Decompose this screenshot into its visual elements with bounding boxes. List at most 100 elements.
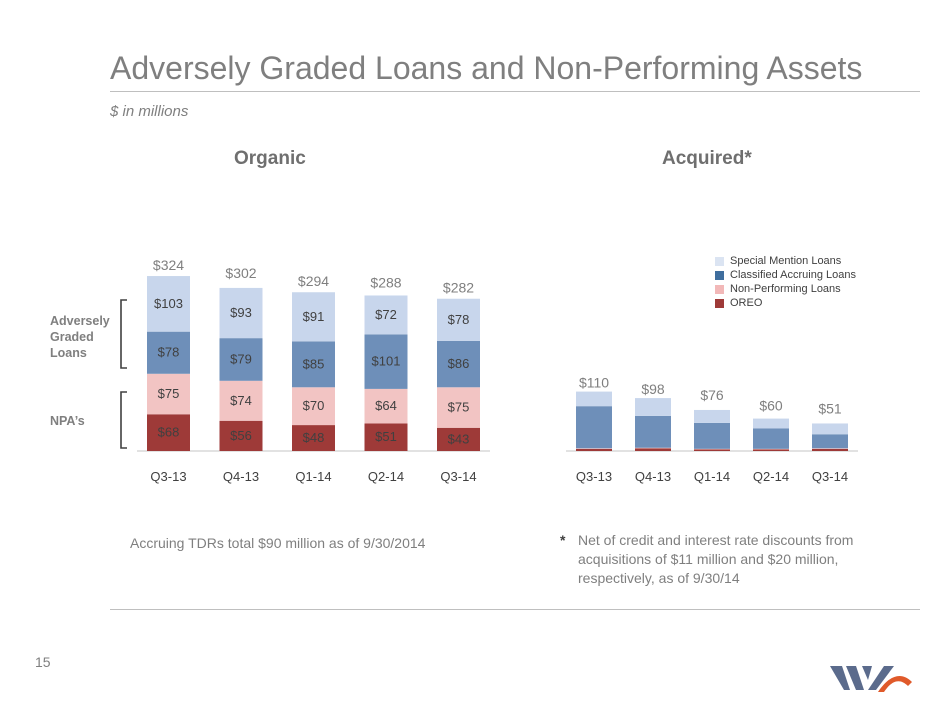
legend-label: Classified Accruing Loans <box>730 269 856 281</box>
legend-swatch <box>715 270 724 280</box>
x-tick-label: Q2-14 <box>368 469 404 484</box>
organic-chart: $68 $75 $78 $103 $324 Q3-13 $56 $74 $79 $93 $302 Q4… <box>137 257 490 484</box>
bar-total-label: $110 <box>579 375 609 391</box>
bar-npl <box>292 387 335 426</box>
adversely-bracket <box>120 299 127 369</box>
bar-value-label: $75 <box>448 400 470 415</box>
bar-total-label: $282 <box>443 280 474 296</box>
bar-value-label: $93 <box>230 305 252 320</box>
footnote-text: Net of credit and interest rate discount… <box>578 532 854 586</box>
bar-value-label: $70 <box>303 398 325 413</box>
bar-classified <box>576 406 612 449</box>
bar-value-label: $72 <box>375 307 397 322</box>
legend-label: OREO <box>730 297 763 309</box>
bar-value-label: $85 <box>303 356 325 371</box>
bar-special <box>635 398 671 416</box>
bar-total-label: $98 <box>641 381 665 397</box>
legend-item: OREO <box>715 296 856 310</box>
bar-oreo <box>364 423 408 451</box>
page-number: 15 <box>35 654 51 670</box>
bar-value-label: $74 <box>230 393 252 408</box>
legend-label: Special Mention Loans <box>730 255 842 267</box>
bar-special <box>753 418 789 429</box>
bar-npl <box>576 448 612 449</box>
bar-oreo <box>812 448 848 451</box>
legend-item: Classified Accruing Loans <box>715 268 856 282</box>
legend-item: Special Mention Loans <box>715 254 856 268</box>
bar-value-label: $78 <box>448 312 470 327</box>
legend-swatch <box>715 298 724 308</box>
tdr-note: Accruing TDRs total $90 million as of 9/… <box>130 535 426 551</box>
acquired-legend: Special Mention Loans Classified Accruing… <box>715 254 856 310</box>
bar-total-label: $76 <box>700 387 724 403</box>
organic-chart-title: Organic <box>234 148 306 169</box>
bar-value-label: $79 <box>230 351 252 366</box>
bar-oreo <box>437 427 480 451</box>
bar-oreo <box>292 425 335 451</box>
bar-oreo <box>753 449 789 451</box>
bar-value-label: $51 <box>375 429 397 444</box>
bar-value-label: $43 <box>448 431 470 446</box>
adversely-graded-label: Adversely Graded Loans <box>50 314 110 360</box>
bar-npl <box>437 387 480 428</box>
bar-npl <box>219 380 263 421</box>
legend-swatch <box>715 256 724 266</box>
bar-npl <box>753 448 789 450</box>
bar-value-label: $103 <box>154 296 183 311</box>
bar-value-label: $64 <box>375 398 397 413</box>
bar-total-label: $60 <box>759 398 783 414</box>
bar-classified <box>219 338 263 381</box>
bar-npl <box>635 447 671 449</box>
bar-classified <box>694 422 730 449</box>
bar-special <box>437 298 480 341</box>
bar-classified <box>292 341 335 388</box>
footnote-marker: * <box>560 532 566 548</box>
bar-value-label: $68 <box>158 425 180 440</box>
bar-special <box>364 295 408 335</box>
footer-divider <box>110 609 920 610</box>
x-tick-label: Q4-13 <box>223 469 259 484</box>
x-tick-label: Q1-14 <box>295 469 331 484</box>
discount-footnote: * Net of credit and interest rate discou… <box>560 531 882 588</box>
bar-npl <box>147 373 190 415</box>
bar-total-label: $288 <box>370 274 401 290</box>
bar-total-label: $324 <box>153 257 184 273</box>
acquired-chart-title: Acquired* <box>662 148 752 169</box>
legend-item: Non-Performing Loans <box>715 282 856 296</box>
bar-value-label: $75 <box>158 386 180 401</box>
acquired-chart: $110 Q3-13 $98 Q4-13 $76 Q1-14 $60 Q2-14 $51 Q3-1… <box>566 375 858 484</box>
units-subtitle: $ in millions <box>110 103 189 120</box>
bar-value-label: $91 <box>303 309 325 324</box>
bar-total-label: $302 <box>225 265 256 281</box>
npa-bracket <box>120 391 127 449</box>
bar-classified <box>812 434 848 449</box>
bar-oreo <box>219 420 263 451</box>
bar-value-label: $78 <box>158 345 180 360</box>
legend-swatch <box>715 284 724 294</box>
x-tick-label: Q2-14 <box>753 469 789 484</box>
bar-special <box>219 287 263 339</box>
bar-total-label: $51 <box>818 400 842 416</box>
title-divider <box>110 91 920 92</box>
bar-special <box>812 423 848 435</box>
bar-npl <box>812 448 848 449</box>
x-tick-label: Q4-13 <box>635 469 671 484</box>
bar-classified <box>437 340 480 388</box>
x-tick-label: Q3-14 <box>812 469 848 484</box>
bar-special <box>576 391 612 407</box>
bar-value-label: $86 <box>448 356 470 371</box>
company-logo <box>830 666 912 692</box>
slide-title: Adversely Graded Loans and Non-Performin… <box>110 50 863 86</box>
bar-oreo <box>147 414 190 451</box>
x-tick-label: Q3-13 <box>150 469 186 484</box>
bar-value-label: $56 <box>230 428 252 443</box>
bar-oreo <box>694 449 730 451</box>
bar-special <box>694 409 730 423</box>
bar-special <box>292 292 335 342</box>
bar-npl <box>364 388 408 424</box>
x-tick-label: Q3-14 <box>440 469 476 484</box>
bar-total-label: $294 <box>298 273 329 289</box>
bar-classified <box>753 428 789 449</box>
x-tick-label: Q3-13 <box>576 469 612 484</box>
